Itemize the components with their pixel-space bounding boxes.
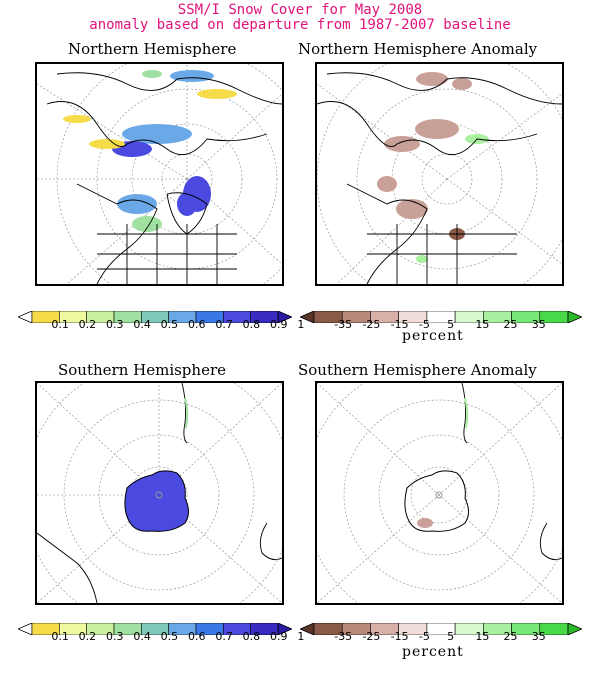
nh-cover-tick-label: 0.9 [270,318,288,331]
sh-cover-tick-label: 0.4 [133,630,151,643]
snow-cover-patch [197,89,237,99]
snow-cover-patch [170,70,214,82]
sh-cover-tick-label: 0.1 [51,630,69,643]
anomaly-patch [396,199,428,219]
anomaly-patch [416,255,428,263]
snow-cover-patch [117,194,157,214]
nh-panel-title: Northern Hemisphere [68,40,237,58]
nh-anom-tick-label: -25 [362,318,381,331]
nh-cover-swatch-0 [18,311,33,323]
nh-cover-tick-label: 1 [297,318,305,331]
snow-cover-patch [132,216,162,232]
sh-cover-tick-label: 0.9 [270,630,288,643]
sh-snow-cover-map [35,381,284,605]
sh-cover-tick-label: 1 [297,630,305,643]
sh-anomaly-colorbar [300,623,582,635]
sh-anom-tick-label: -15 [390,630,409,643]
nh-anomaly-colorbar [300,311,582,323]
sh-anom-tick-label: 35 [531,630,546,643]
snow-cover-patch [63,115,91,123]
nh-cover-tick-label: 0.4 [133,318,151,331]
nh-anom-tick-label: 15 [475,318,490,331]
sh-cover-tick-label: 0.3 [106,630,124,643]
nh-cover-tick-label: 0.7 [215,318,233,331]
nh-anom-tick-label: -5 [418,318,430,331]
sh-anom-swatch-10 [567,623,582,635]
nh-cover-tick-label: 0.6 [188,318,206,331]
sh-cover-colorbar [18,623,292,635]
nh-cover-colorbar [18,311,292,323]
nh-anomaly-panel-title: Northern Hemisphere Anomaly [298,40,538,58]
sh-anom-tick-label: -35 [334,630,353,643]
anomaly-patch [415,119,459,139]
sh-anom-tick-label: -5 [418,630,430,643]
sh-cover-swatch-10 [277,623,292,635]
sh-anomaly-colorbar-swatches [300,623,582,635]
sh-anom-tick-label: 5 [447,630,455,643]
figure-title-line-1: SSM/I Snow Cover for May 2008 [177,2,423,18]
anomaly-patch [452,78,472,90]
sh-anomaly-map [315,381,564,605]
snow-cover-patch [122,124,192,144]
sh-anom-tick-label: 25 [503,630,518,643]
sh-cover-swatch-0 [18,623,33,635]
sh-cover-tick-label: 0.2 [78,630,97,643]
sh-anom-tick-label: 15 [475,630,490,643]
antarctica-outline [404,470,469,532]
anomaly-patch [384,136,420,152]
nh-cover-tick-label: 0.3 [106,318,124,331]
nh-anomaly-unit-label: percent [402,328,464,344]
nh-cover-colorbar-swatches [18,311,292,323]
anomaly-patch [416,72,448,86]
sh-anomaly-panel-title: Southern Hemisphere Anomaly [298,361,537,379]
sh-cover-tick-label: 0.5 [160,630,179,643]
nh-anom-tick-label: -15 [390,318,409,331]
nh-anomaly-colorbar-swatches [300,311,582,323]
snow-cover-patch [177,192,197,216]
nh-anom-tick-label: 5 [447,318,455,331]
sh-anomaly-unit-label: percent [402,644,464,660]
nh-cover-tick-label: 0.1 [51,318,69,331]
antarctica-snow-shape [124,470,189,532]
sh-cover-tick-label: 0.8 [242,630,261,643]
sh-cover-tick-label: 0.6 [188,630,206,643]
nh-anom-tick-label: 25 [503,318,518,331]
nh-cover-tick-label: 0.2 [78,318,97,331]
nh-anom-tick-label: 35 [531,318,546,331]
nh-anom-tick-label: -35 [334,318,353,331]
nh-anomaly-map [315,62,564,286]
nh-cover-swatch-10 [277,311,292,323]
snow-cover-patch [142,70,162,78]
sh-panel-title: Southern Hemisphere [58,361,226,379]
nh-snow-cover-map [35,62,284,286]
sh-anom-tick-label: -25 [362,630,381,643]
nh-cover-tick-label: 0.8 [242,318,261,331]
anomaly-patch [377,176,397,192]
sh-cover-tick-label: 0.7 [215,630,233,643]
nh-anom-swatch-10 [567,311,582,323]
nh-cover-tick-label: 0.5 [160,318,179,331]
snow-cover-patch [89,139,125,149]
figure-title-line-2: anomaly based on departure from 1987-200… [89,17,511,33]
sh-cover-colorbar-swatches [18,623,292,635]
